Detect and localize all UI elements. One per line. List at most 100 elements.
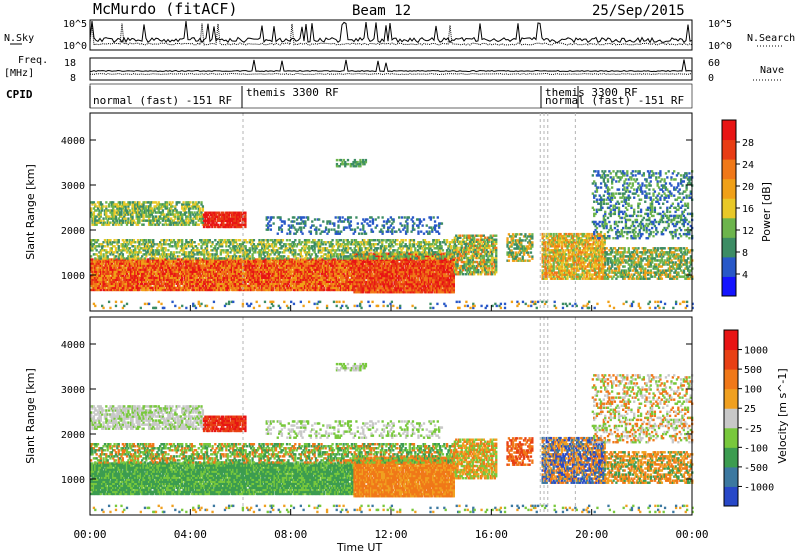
power-cell xyxy=(131,284,134,288)
power-cell xyxy=(135,266,138,269)
power-cell xyxy=(153,268,156,271)
power-cell xyxy=(207,278,210,282)
power-cell xyxy=(204,282,207,286)
power-cell xyxy=(123,286,126,290)
power-cell xyxy=(128,284,131,288)
power-cell xyxy=(170,286,173,290)
power-cell xyxy=(136,282,140,286)
power-cell xyxy=(91,278,94,282)
power-cell xyxy=(276,280,279,284)
power-cell xyxy=(284,282,287,286)
power-cell xyxy=(196,270,199,273)
power-cell xyxy=(128,286,131,290)
power-cell xyxy=(175,272,178,275)
power-cell xyxy=(170,282,173,286)
power-cell xyxy=(267,282,271,286)
power-cell xyxy=(288,288,291,292)
power-cell xyxy=(477,268,480,272)
power-cell xyxy=(211,270,214,273)
power-cell xyxy=(103,272,107,275)
power-cell xyxy=(263,258,267,261)
power-cell xyxy=(185,272,188,275)
power-cell xyxy=(143,274,147,277)
power-cell xyxy=(207,286,210,290)
power-cell xyxy=(174,286,177,290)
power-cell xyxy=(256,278,260,282)
power-cell xyxy=(276,284,279,288)
power-cell xyxy=(146,286,149,290)
power-cell xyxy=(200,282,203,286)
power-cell xyxy=(283,280,286,284)
power-cell xyxy=(214,284,217,288)
power-cell xyxy=(134,260,137,263)
power-cell xyxy=(127,288,130,292)
power-cell xyxy=(227,276,231,279)
power-cell xyxy=(232,280,235,284)
power-cell xyxy=(120,284,123,288)
power-cell xyxy=(139,260,142,263)
power-cell xyxy=(138,288,141,292)
power-cell xyxy=(99,262,102,265)
power-cell xyxy=(222,288,225,292)
power-cell xyxy=(175,278,178,282)
power-cell xyxy=(176,270,180,273)
power-cell xyxy=(290,264,293,267)
power-cell xyxy=(214,270,217,273)
power-cell xyxy=(186,282,189,286)
power-cell xyxy=(227,278,231,282)
power-cell xyxy=(200,264,203,267)
power-cell xyxy=(120,262,123,265)
power-cell xyxy=(116,260,119,263)
power-cell xyxy=(211,268,214,271)
power-cell xyxy=(118,272,122,275)
power-cell xyxy=(121,270,125,273)
power-cell xyxy=(117,270,120,273)
power-cell xyxy=(284,278,287,282)
power-cell xyxy=(109,278,112,282)
power-cell xyxy=(234,286,238,290)
power-cell xyxy=(290,268,293,271)
power-cell xyxy=(139,272,142,275)
power-cell xyxy=(139,276,142,279)
power-cell xyxy=(94,282,97,286)
power-cell xyxy=(125,270,129,273)
power-cell xyxy=(174,262,177,265)
power-cell xyxy=(290,280,293,284)
power-cell xyxy=(236,280,239,284)
power-cell xyxy=(96,274,100,277)
power-cell xyxy=(141,284,144,288)
power-cell xyxy=(124,258,127,261)
power-cell xyxy=(292,264,296,267)
power-cell xyxy=(236,276,239,279)
cpid-segment: themis 3300 RF xyxy=(246,86,339,99)
power-cell xyxy=(265,286,268,290)
power-cell xyxy=(225,282,228,286)
power-cell xyxy=(269,258,272,261)
power-cell xyxy=(233,284,236,288)
power-cell xyxy=(285,284,289,288)
power-cell xyxy=(208,264,211,267)
power-cell xyxy=(226,268,229,271)
power-cell xyxy=(160,266,163,269)
power-cell xyxy=(272,262,275,265)
power-cell xyxy=(183,262,187,265)
power-cell xyxy=(142,278,145,282)
power-cell xyxy=(134,282,137,286)
power-cell xyxy=(277,282,280,286)
power-cell xyxy=(90,284,93,288)
power-cell xyxy=(113,272,116,275)
power-cell xyxy=(186,278,189,282)
power-cell xyxy=(158,268,162,271)
noise-tick-right-top: 10^5 xyxy=(708,19,732,30)
power-cell xyxy=(232,288,235,292)
power-cell xyxy=(179,274,182,277)
power-cell xyxy=(196,276,199,279)
power-cell xyxy=(106,282,109,286)
power-cell xyxy=(281,264,285,267)
power-cell xyxy=(221,278,224,282)
power-cell xyxy=(187,286,191,290)
power-cell xyxy=(196,262,199,265)
power-cell xyxy=(174,288,177,292)
power-cell xyxy=(267,288,271,292)
power-cell xyxy=(118,264,122,267)
